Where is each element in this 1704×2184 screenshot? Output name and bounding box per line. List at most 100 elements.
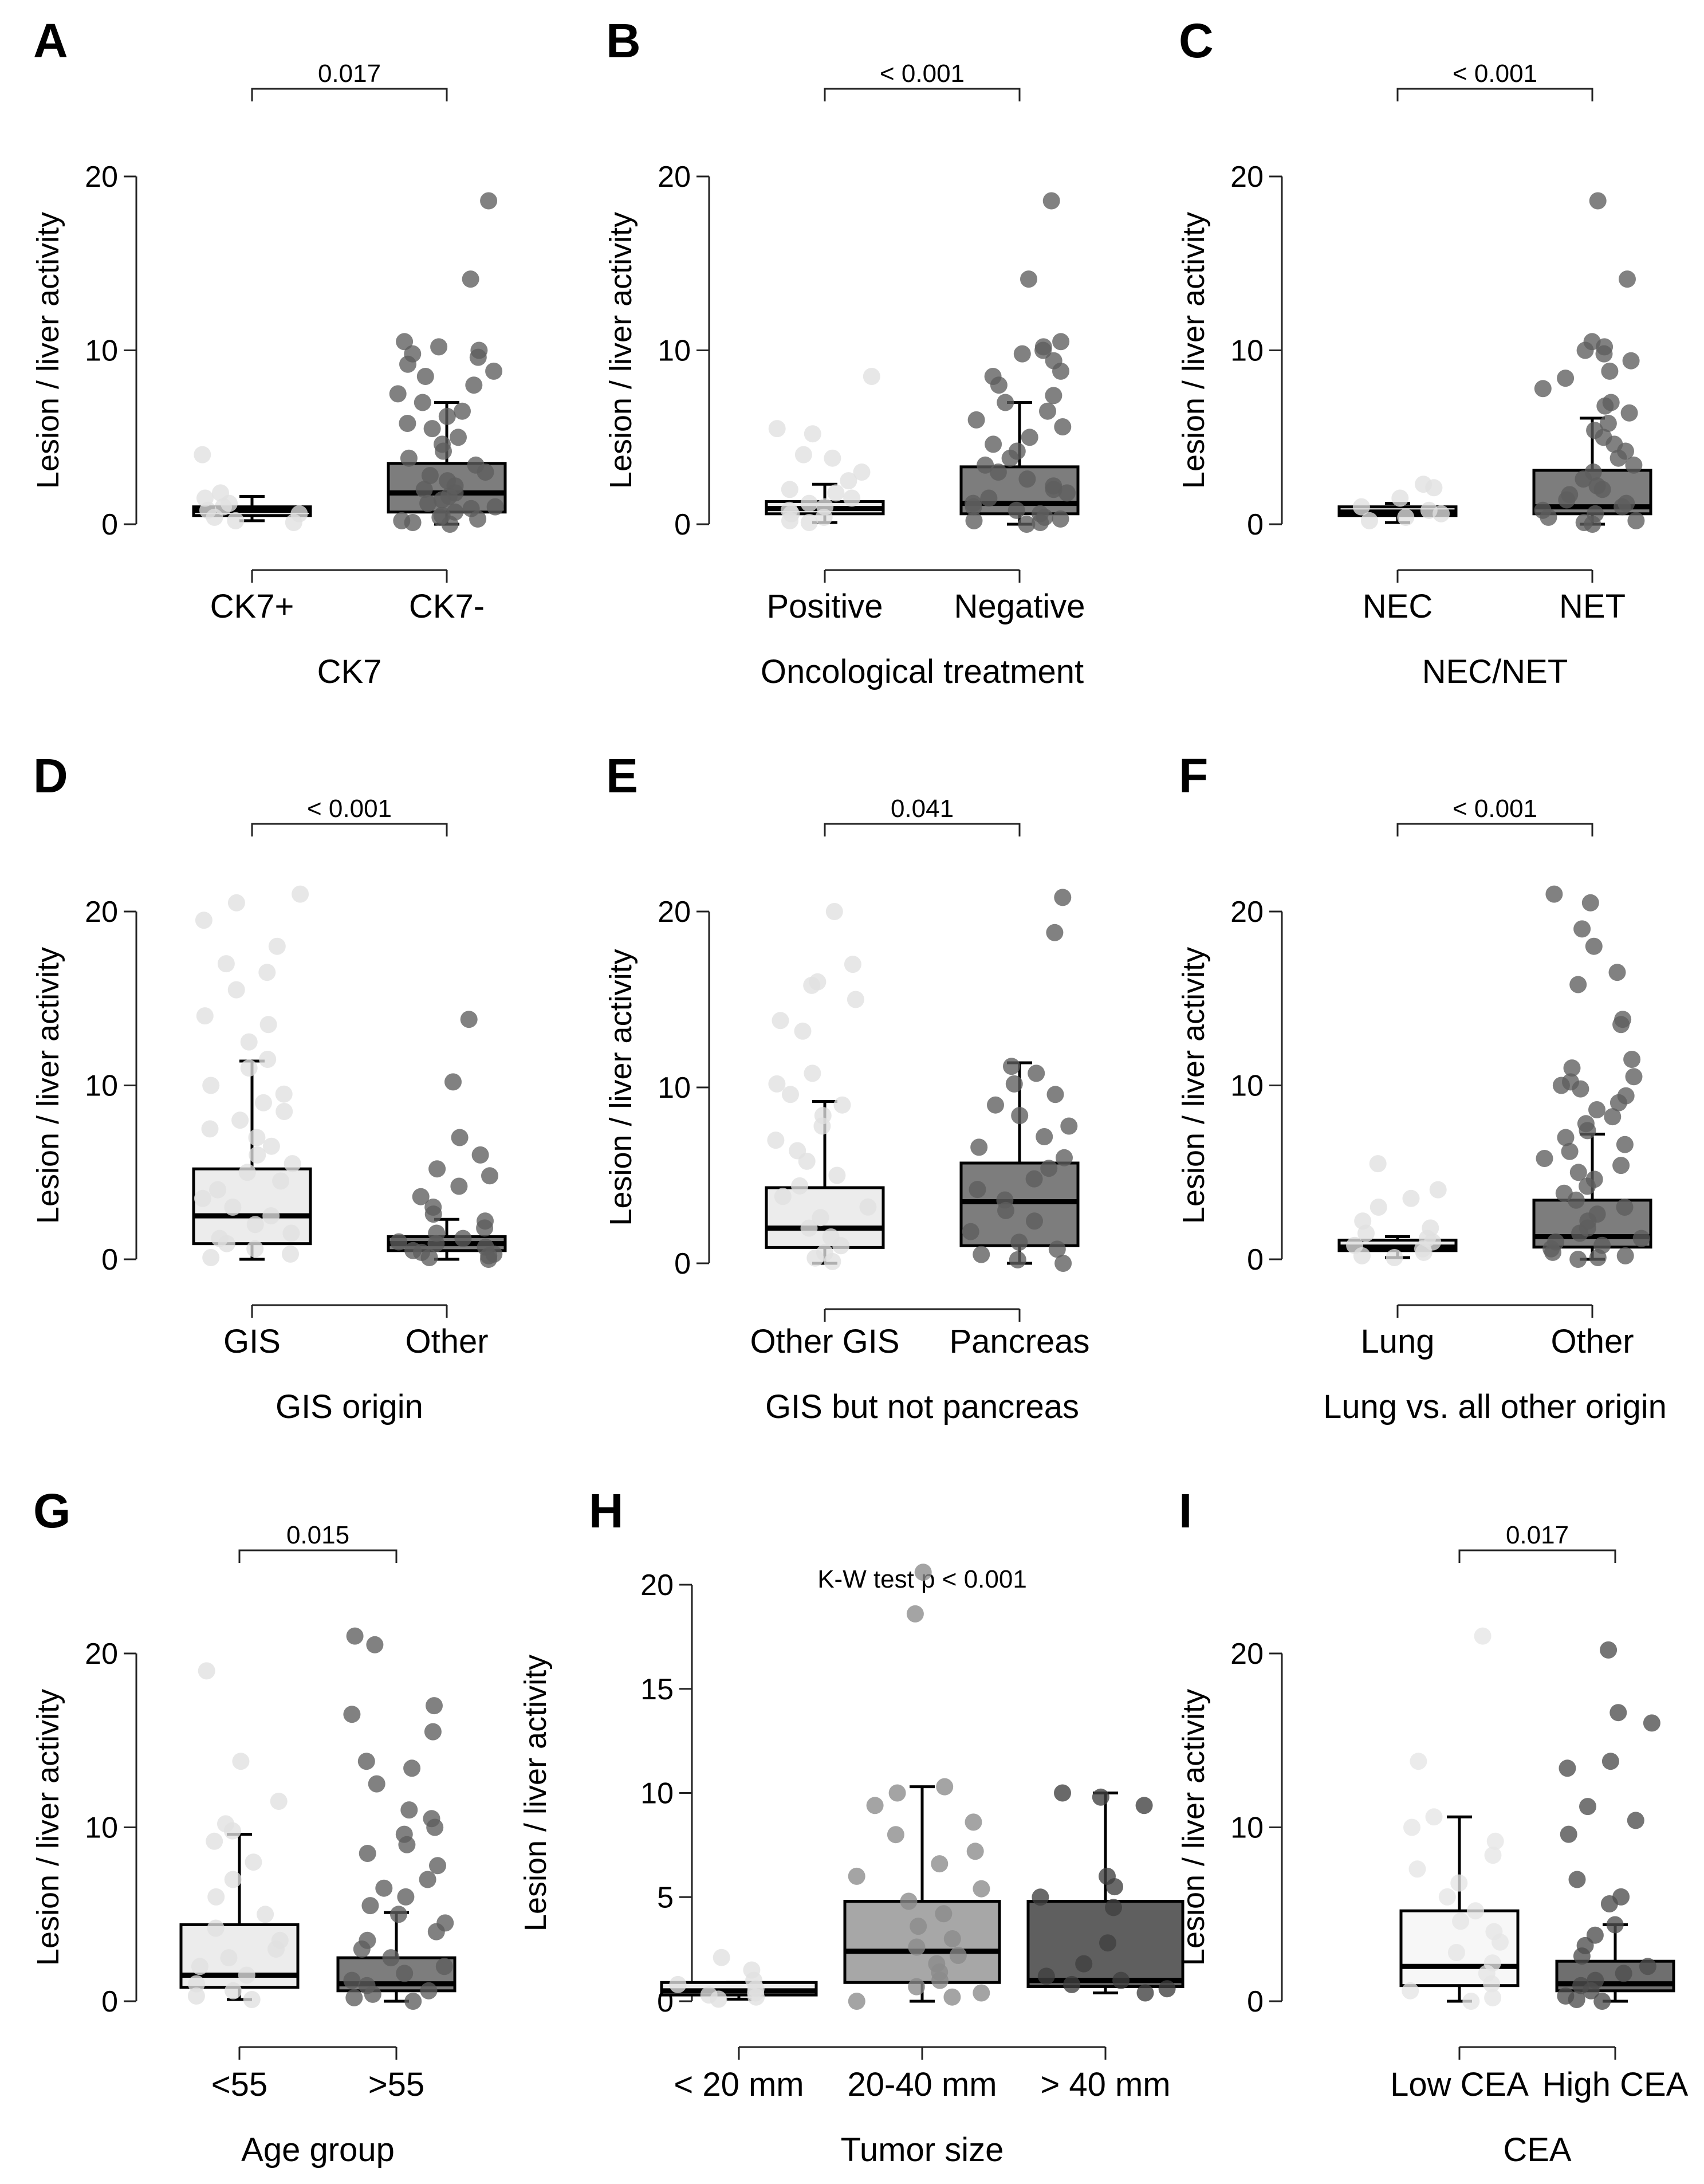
- data-point: [1616, 1199, 1634, 1216]
- data-point: [1034, 341, 1052, 359]
- panel-letter: H: [589, 1484, 624, 1538]
- data-point: [1360, 512, 1378, 529]
- x-axis-label: GIS origin: [276, 1388, 423, 1425]
- data-point: [232, 1753, 250, 1770]
- data-point: [800, 514, 818, 531]
- data-point: [1492, 1933, 1509, 1951]
- data-point: [1573, 1947, 1591, 1965]
- data-point: [1054, 418, 1072, 435]
- y-tick-label: 10: [658, 335, 691, 368]
- data-point: [1040, 1160, 1058, 1177]
- y-axis-label: Lesion / liver activity: [604, 949, 638, 1225]
- data-point: [1561, 1142, 1579, 1160]
- significance-bracket: [1458, 1549, 1616, 1563]
- data-point: [450, 429, 467, 446]
- data-point: [1052, 333, 1070, 351]
- data-point: [1483, 1975, 1501, 1993]
- data-point: [949, 1947, 967, 1964]
- data-point: [1609, 1704, 1627, 1722]
- data-point: [343, 1971, 361, 1989]
- data-point: [768, 1075, 786, 1093]
- data-point: [1559, 1759, 1576, 1777]
- panel-letter: I: [1179, 1484, 1192, 1538]
- data-point: [246, 1216, 264, 1234]
- data-point: [1357, 1224, 1375, 1242]
- data-point: [258, 964, 276, 981]
- data-point: [1438, 1888, 1456, 1906]
- data-point: [1433, 505, 1450, 523]
- data-point: [791, 1177, 809, 1195]
- y-axis-label: Lesion / liver activity: [31, 1689, 65, 1966]
- box-1: [959, 1061, 1080, 1265]
- data-point: [285, 514, 302, 531]
- data-point: [989, 463, 1007, 481]
- data-point: [1612, 1016, 1630, 1034]
- data-point: [399, 415, 416, 432]
- data-point: [1616, 1247, 1634, 1264]
- data-point: [1425, 479, 1443, 497]
- data-point: [713, 1949, 730, 1966]
- data-point: [1005, 1075, 1023, 1093]
- y-tick-label: 20: [85, 160, 118, 194]
- data-point: [361, 1897, 379, 1915]
- data-point: [844, 956, 861, 973]
- data-point: [900, 1892, 918, 1910]
- y-axis-label: Lesion / liver activity: [1176, 212, 1211, 489]
- data-point: [1452, 1912, 1470, 1930]
- data-point: [1534, 380, 1552, 398]
- data-point: [476, 1219, 494, 1237]
- data-point: [245, 1853, 262, 1871]
- data-point: [1572, 1080, 1589, 1098]
- data-point: [1474, 1627, 1492, 1645]
- data-point: [1569, 1164, 1587, 1181]
- data-point: [1045, 481, 1062, 498]
- data-point: [1588, 1101, 1605, 1118]
- x-axis-label: Age group: [241, 2131, 395, 2169]
- data-point: [249, 1146, 266, 1164]
- data-point: [481, 1167, 498, 1185]
- data-point: [747, 1988, 765, 2006]
- data-point: [206, 1832, 223, 1850]
- data-point: [1609, 1094, 1627, 1111]
- data-point: [1032, 514, 1049, 531]
- y-axis-label: Lesion / liver activity: [1176, 1689, 1211, 1966]
- data-point: [1370, 1199, 1387, 1216]
- data-point: [1026, 1212, 1043, 1230]
- data-point: [1576, 341, 1594, 359]
- data-point: [240, 1033, 258, 1051]
- significance-bracket: [1396, 823, 1593, 836]
- data-point: [224, 1199, 242, 1216]
- data-point: [1567, 1191, 1585, 1209]
- box-0: [660, 1981, 818, 2001]
- data-point: [419, 1871, 436, 1888]
- y-tick-label: 10: [85, 1812, 118, 1845]
- data-point: [827, 484, 845, 502]
- data-point: [433, 491, 451, 509]
- p-value-label: 0.041: [891, 795, 954, 823]
- x-axis-label: Tumor size: [841, 2131, 1004, 2169]
- data-point: [1579, 1798, 1596, 1816]
- data-point: [486, 498, 504, 516]
- data-point: [1415, 1243, 1433, 1261]
- y-tick-label: 0: [1247, 1243, 1264, 1276]
- data-point: [187, 1987, 205, 2005]
- data-point: [800, 494, 818, 512]
- data-point: [1536, 1150, 1553, 1167]
- data-point: [1612, 1157, 1630, 1175]
- data-point: [195, 912, 212, 929]
- data-point: [1557, 1129, 1575, 1146]
- category-label: NEC: [1363, 588, 1433, 625]
- data-point: [382, 1949, 400, 1967]
- y-tick-label: 15: [640, 1673, 674, 1706]
- data-point: [227, 512, 245, 529]
- data-point: [389, 385, 407, 403]
- data-point: [1601, 362, 1619, 380]
- data-point: [1462, 1993, 1480, 2010]
- data-point: [1568, 1871, 1586, 1888]
- data-point: [887, 1826, 904, 1844]
- data-point: [1048, 1240, 1066, 1258]
- data-point: [824, 449, 841, 467]
- data-point: [1063, 1975, 1081, 1993]
- y-tick-label: 20: [1230, 895, 1264, 929]
- data-point: [840, 472, 857, 490]
